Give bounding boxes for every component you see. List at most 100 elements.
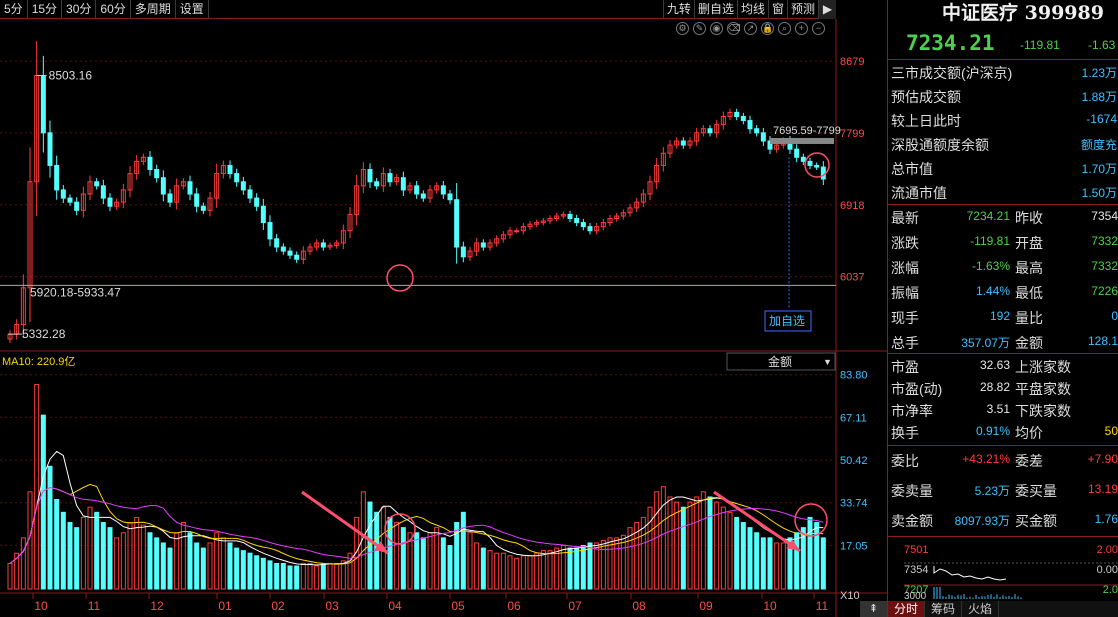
volume-bar: [595, 543, 599, 589]
volume-bar: [288, 566, 292, 589]
volume-bar: [81, 517, 85, 589]
tool-button[interactable]: 均线: [737, 0, 768, 19]
volume-bar: [721, 507, 725, 589]
quote-label: 最新: [891, 208, 919, 228]
candle-body: [255, 198, 259, 206]
volume-bar: [795, 533, 799, 589]
month-label: 02: [271, 599, 285, 613]
candle-body: [41, 75, 45, 132]
quote-label: 现手: [891, 308, 919, 328]
quote-value: 7332: [1091, 234, 1118, 248]
tool-button[interactable]: 窗: [768, 0, 787, 19]
volume-bar: [335, 563, 339, 589]
candle-body: [275, 239, 279, 247]
volume-bar: [215, 533, 219, 589]
month-label: 11: [816, 599, 829, 613]
panel-tab[interactable]: 火焰: [962, 601, 999, 617]
volume-bar: [68, 523, 72, 589]
volume-bar: [228, 543, 232, 589]
quote-label: 最高: [1015, 258, 1043, 278]
volume-bar: [568, 548, 572, 589]
candle-body: [101, 186, 105, 198]
tool-button[interactable]: 九转: [663, 0, 694, 19]
quote-value: 357.07万: [961, 334, 1010, 351]
summary-label: 总市值: [891, 159, 933, 179]
candle-body: [681, 141, 685, 145]
volume-bar: [308, 563, 312, 589]
quote-row: 委卖量 5.23万 委买量 13.19: [888, 478, 1118, 501]
month-label: 03: [325, 599, 339, 613]
quote-value: 3.51: [987, 402, 1010, 416]
volume-bar: [728, 512, 732, 589]
quote-value: 7332: [1091, 259, 1118, 273]
volume-bar: [101, 523, 105, 589]
quote-value: 50: [1105, 424, 1118, 438]
volume-bar: [181, 523, 185, 589]
candle-body: [808, 161, 812, 165]
volume-bar: [48, 466, 52, 589]
summary-value: -1674: [1086, 112, 1117, 126]
tool-buttons: 九转 删自选 均线窗预测 ▶: [663, 0, 836, 19]
quote-value: 13.19: [1088, 482, 1118, 496]
candle-body: [75, 202, 79, 210]
quote-row: 市盈 32.63 上涨家数: [888, 354, 1118, 377]
mini-pct-label: 2.0: [1103, 584, 1118, 596]
candle-body: [228, 165, 232, 173]
quote-row: 最新 7234.21 昨收 7354: [888, 205, 1118, 228]
volume-bar: [435, 528, 439, 589]
quote-row: 市盈(动) 28.82 平盘家数: [888, 376, 1118, 399]
period-tab[interactable]: 多周期: [131, 0, 176, 19]
period-tab[interactable]: 5分: [0, 0, 28, 19]
volume-bar: [255, 556, 259, 589]
price-tick-label: 6037: [840, 272, 864, 284]
kline-chart[interactable]: 8679 7799 6918 6037 83.80 67.11 50.42 33.74 17.0…: [0, 19, 887, 617]
volume-bar: [755, 533, 759, 589]
summary-value: 额度充: [1081, 136, 1117, 153]
summary-row: 预估成交额 1.88万: [888, 84, 1118, 107]
volume-bar: [321, 563, 325, 589]
quote-label: 开盘: [1015, 233, 1043, 253]
panel-tab[interactable]: 分时: [888, 601, 925, 617]
candle-body: [61, 190, 65, 198]
period-tab[interactable]: 设置: [176, 0, 209, 19]
candle-body: [261, 206, 265, 222]
month-label: 01: [218, 599, 232, 613]
volume-bar: [808, 517, 812, 589]
volume-bar: [148, 533, 152, 589]
quote-value: 1.76: [1095, 512, 1118, 526]
month-label: 10: [34, 599, 48, 613]
period-tab[interactable]: 60分: [96, 0, 130, 19]
panel-tab[interactable]: 筹码: [925, 601, 962, 617]
pin-icon[interactable]: ▶: [818, 0, 836, 19]
quote-panel: 中证医疗 399989 7234.21 -119.81 -1.63 三市成交额(…: [888, 0, 1118, 617]
chevron-down-icon: ▼: [823, 357, 832, 367]
mini-timeshare-chart[interactable]: 7501 2.00 7354 0.00 7207 2.0 3000: [904, 541, 1118, 601]
tool-button[interactable]: 删自选: [694, 0, 737, 19]
quote-label: 市净率: [891, 401, 933, 421]
month-label: 04: [388, 599, 402, 613]
volume-bar: [775, 543, 779, 589]
candle-body: [421, 194, 425, 198]
candle-body: [95, 182, 99, 186]
volume-bar: [55, 500, 59, 589]
volume-bar: [655, 492, 659, 589]
quote-label: 总手: [891, 333, 919, 353]
volume-bar: [768, 538, 772, 589]
quote-row: 涨幅 -1.63% 最高 7332: [888, 255, 1118, 278]
quote-value: 0.91%: [976, 424, 1010, 438]
period-tab[interactable]: 15分: [28, 0, 62, 19]
quote-value: 7234.21: [967, 209, 1010, 223]
volume-bar: [235, 548, 239, 589]
month-label: 07: [568, 599, 582, 613]
collapse-toggle[interactable]: ⇞: [860, 601, 887, 617]
candle-body: [455, 200, 459, 247]
candle-body: [568, 214, 572, 218]
tool-button[interactable]: 预测: [787, 0, 818, 19]
quote-label: 金额: [1015, 333, 1043, 353]
candle-body: [48, 133, 52, 166]
quote-label: 振幅: [891, 283, 919, 303]
month-label: 05: [451, 599, 465, 613]
quote-label: 上涨家数: [1015, 357, 1071, 377]
period-tab[interactable]: 30分: [62, 0, 96, 19]
volume-bar: [481, 548, 485, 589]
